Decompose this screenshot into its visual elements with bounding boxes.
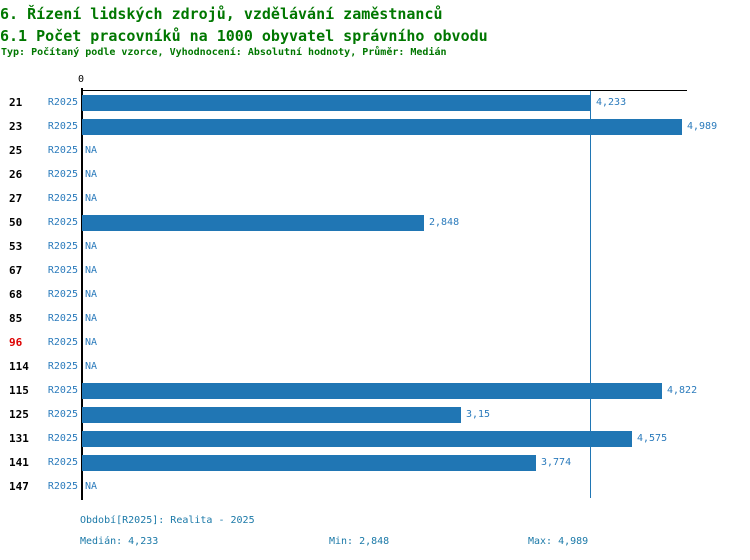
row-code-label: 68 (9, 288, 23, 301)
na-value-label: NA (85, 169, 98, 180)
value-bar (82, 455, 536, 471)
row-code-label-highlighted: 96 (9, 336, 23, 349)
na-value-label: NA (85, 193, 98, 204)
value-bar (82, 431, 632, 447)
row-period-label: R2025 (47, 97, 78, 108)
min-stat: Min: 2,848 (329, 536, 390, 547)
chart-row: 27 R2025 NA (0, 187, 750, 211)
row-period-label: R2025 (47, 217, 78, 228)
row-period-label: R2025 (47, 409, 78, 420)
bar-value-label: 4,233 (596, 97, 627, 108)
row-period-label: R2025 (47, 169, 78, 180)
row-code-label: 27 (9, 192, 23, 205)
value-bar (82, 215, 424, 231)
row-period-label: R2025 (47, 361, 78, 372)
chart-row: 96 R2025 NA (0, 331, 750, 355)
row-code-label: 131 (9, 432, 29, 445)
row-code-label: 53 (9, 240, 23, 253)
max-stat: Max: 4,989 (528, 536, 589, 547)
row-code-label: 21 (9, 96, 23, 109)
value-bar (82, 119, 682, 135)
row-period-label: R2025 (47, 313, 78, 324)
value-bar (82, 95, 591, 111)
bar-value-label: 3,774 (541, 457, 572, 468)
chart-row: 23 R2025 4,989 (0, 115, 750, 139)
row-code-label: 25 (9, 144, 23, 157)
na-value-label: NA (85, 481, 98, 492)
y-axis-line (81, 88, 83, 500)
row-period-label: R2025 (47, 433, 78, 444)
row-code-label: 115 (9, 384, 29, 397)
median-line (590, 91, 591, 498)
chart-row: 114 R2025 NA (0, 355, 750, 379)
row-code-label: 50 (9, 216, 23, 229)
indicator-meta-line: Typ: Počítaný podle vzorce, Vyhodnocení:… (1, 47, 447, 58)
row-code-label: 147 (9, 480, 29, 493)
row-code-label: 114 (9, 360, 29, 373)
chart-row: 68 R2025 NA (0, 283, 750, 307)
row-period-label: R2025 (47, 457, 78, 468)
period-legend: Období[R2025]: Realita - 2025 (80, 515, 255, 526)
value-bar (82, 383, 662, 399)
plot-top-border (81, 90, 687, 91)
x-axis-zero-tick: 0 (77, 74, 85, 85)
chart-row: 50 R2025 2,848 (0, 211, 750, 235)
na-value-label: NA (85, 241, 98, 252)
na-value-label: NA (85, 337, 98, 348)
chart-row: 141 R2025 3,774 (0, 451, 750, 475)
na-value-label: NA (85, 265, 98, 276)
na-value-label: NA (85, 289, 98, 300)
chart-row: 115 R2025 4,822 (0, 379, 750, 403)
row-period-label: R2025 (47, 385, 78, 396)
row-period-label: R2025 (47, 241, 78, 252)
row-code-label: 85 (9, 312, 23, 325)
row-period-label: R2025 (47, 289, 78, 300)
median-stat: Medián: 4,233 (80, 536, 159, 547)
chart-row: 131 R2025 4,575 (0, 427, 750, 451)
chart-row: 21 R2025 4,233 (0, 91, 750, 115)
row-code-label: 67 (9, 264, 23, 277)
chart-row: 25 R2025 NA (0, 139, 750, 163)
chapter-title: 6. Řízení lidských zdrojů, vzdělávání za… (0, 5, 443, 23)
row-code-label: 23 (9, 120, 23, 133)
chart-row: 125 R2025 3,15 (0, 403, 750, 427)
row-code-label: 26 (9, 168, 23, 181)
bar-value-label: 4,989 (687, 121, 718, 132)
row-period-label: R2025 (47, 145, 78, 156)
row-period-label: R2025 (47, 121, 78, 132)
row-period-label: R2025 (47, 481, 78, 492)
bar-value-label: 4,822 (667, 385, 698, 396)
na-value-label: NA (85, 313, 98, 324)
chart-row: 67 R2025 NA (0, 259, 750, 283)
chart-row: 26 R2025 NA (0, 163, 750, 187)
row-code-label: 125 (9, 408, 29, 421)
na-value-label: NA (85, 361, 98, 372)
chart-row: 53 R2025 NA (0, 235, 750, 259)
row-period-label: R2025 (47, 337, 78, 348)
na-value-label: NA (85, 145, 98, 156)
row-code-label: 141 (9, 456, 29, 469)
row-period-label: R2025 (47, 193, 78, 204)
bar-value-label: 2,848 (429, 217, 460, 228)
chart-row: 147 R2025 NA (0, 475, 750, 499)
chart-row: 85 R2025 NA (0, 307, 750, 331)
bar-value-label: 4,575 (637, 433, 668, 444)
row-period-label: R2025 (47, 265, 78, 276)
bar-value-label: 3,15 (466, 409, 491, 420)
value-bar (82, 407, 461, 423)
indicator-title: 6.1 Počet pracovníků na 1000 obyvatel sp… (0, 27, 488, 45)
